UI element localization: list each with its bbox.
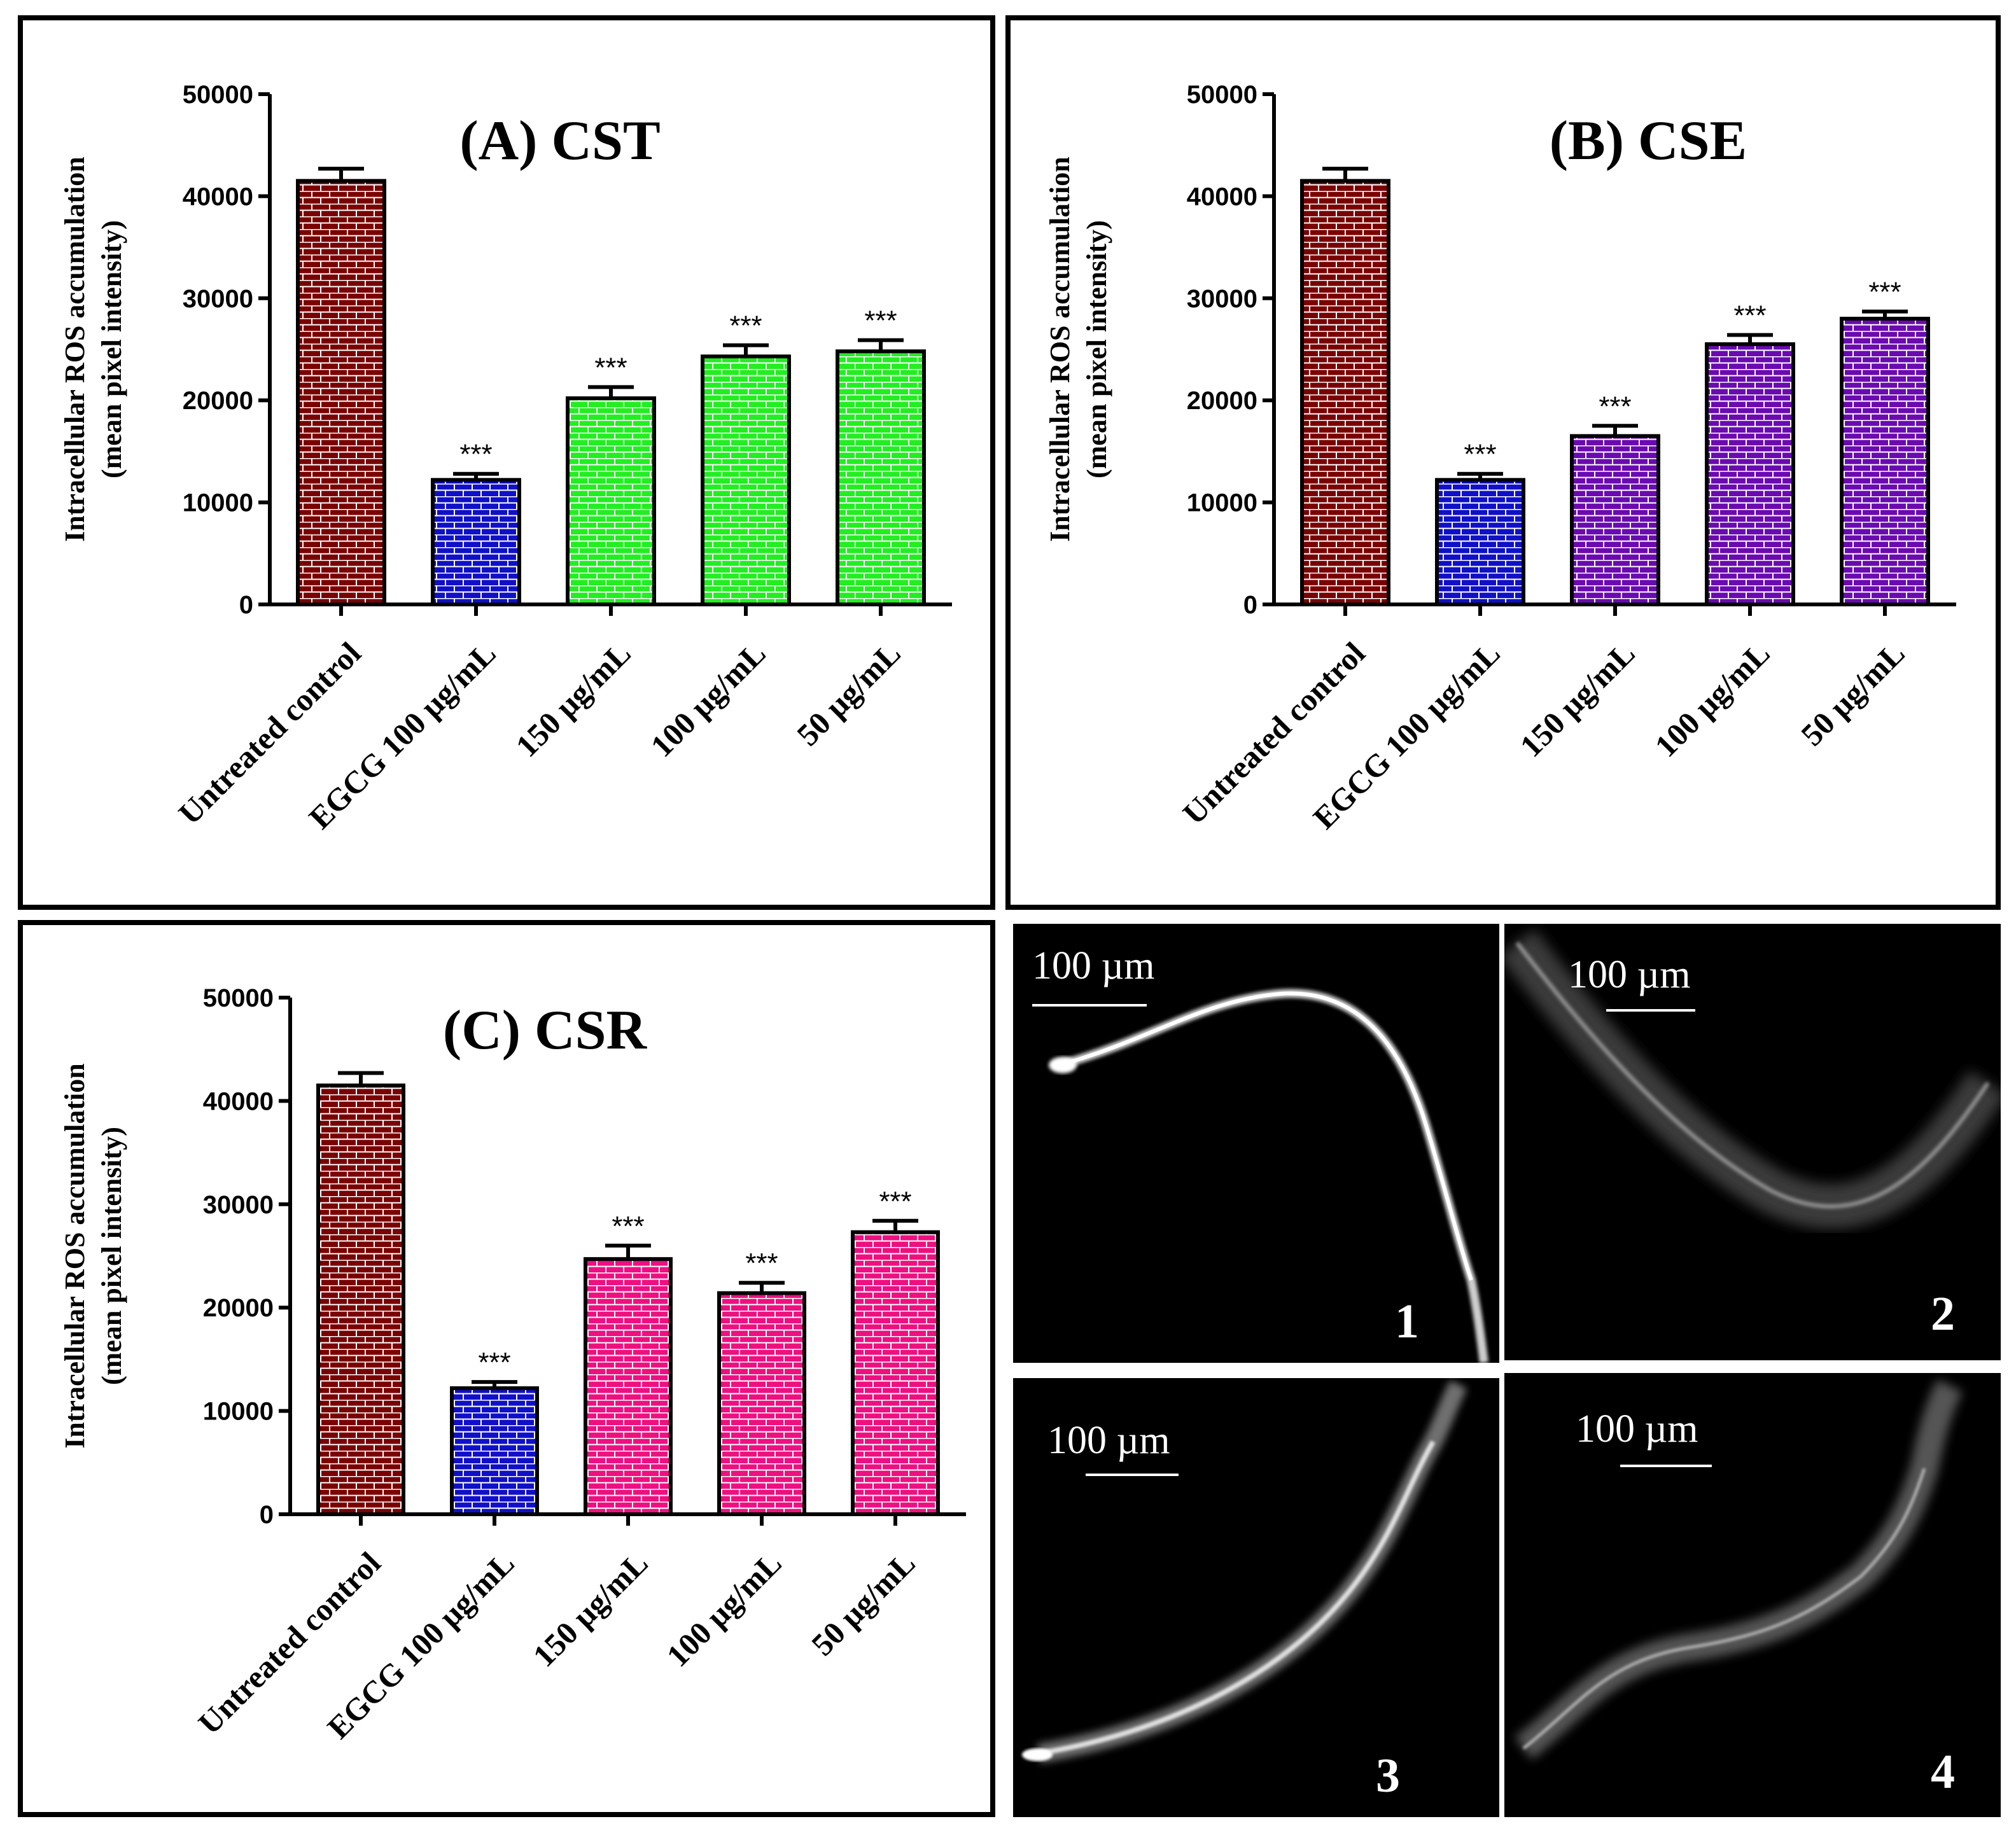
y-axis-label: (mean pixel intensity) xyxy=(96,1127,127,1385)
y-tick-label: 10000 xyxy=(183,489,253,517)
chart-title: (B) CSE xyxy=(1550,110,1747,172)
y-tick-label: 0 xyxy=(239,591,253,619)
significance-marker: *** xyxy=(1733,300,1766,331)
y-axis-label: Intracellular ROS accumulation xyxy=(1044,157,1075,541)
bar-pattern xyxy=(452,1388,537,1514)
significance-marker: *** xyxy=(478,1347,510,1378)
y-axis-label: (mean pixel intensity) xyxy=(96,220,127,478)
bar-pattern xyxy=(1572,436,1658,604)
bar-pattern xyxy=(719,1293,804,1514)
micrograph-2: 100 µm 2 xyxy=(1504,924,2001,1360)
y-tick-label: 30000 xyxy=(203,1191,274,1219)
x-category-label: 50 µg/mL xyxy=(804,1545,922,1662)
worm-image-4: 100 µm 4 xyxy=(1515,1379,1963,1799)
bar-pattern xyxy=(433,480,519,604)
scale-label: 100 µm xyxy=(1568,953,1690,996)
y-tick-label: 20000 xyxy=(203,1294,274,1322)
significance-marker: *** xyxy=(864,305,897,337)
y-axis-label: Intracellular ROS accumulation xyxy=(59,1063,90,1448)
y-tick-label: 20000 xyxy=(183,387,253,415)
y-tick-label: 40000 xyxy=(203,1087,274,1115)
bar-pattern xyxy=(703,356,789,604)
significance-marker: *** xyxy=(1599,391,1631,422)
significance-marker: *** xyxy=(459,439,492,470)
y-tick-label: 40000 xyxy=(183,183,253,211)
x-category-label: 100 µg/mL xyxy=(659,1545,788,1673)
chart-title: (A) CST xyxy=(459,110,660,172)
bar-pattern xyxy=(1842,318,1928,604)
micrograph-1: 100 µm 1 xyxy=(1013,924,1499,1363)
worm-image-1: 100 µm 1 xyxy=(1032,944,1488,1363)
significance-marker: *** xyxy=(594,352,627,383)
micrograph-number: 2 xyxy=(1931,1287,1955,1341)
significance-marker: *** xyxy=(745,1248,778,1279)
y-tick-label: 10000 xyxy=(1187,489,1257,517)
worm-image-2: 100 µm 2 xyxy=(1504,929,2001,1341)
significance-marker: *** xyxy=(612,1211,644,1242)
y-tick-label: 30000 xyxy=(183,285,253,313)
y-axis-label: Intracellular ROS accumulation xyxy=(59,157,90,541)
micrograph-number: 4 xyxy=(1931,1745,1955,1799)
panel-c xyxy=(18,920,995,1817)
significance-marker: *** xyxy=(1464,439,1496,470)
y-tick-label: 0 xyxy=(260,1501,274,1529)
scale-label: 100 µm xyxy=(1047,1419,1170,1462)
y-tick-label: 0 xyxy=(1243,591,1257,619)
bar-pattern xyxy=(318,1085,403,1514)
bar-pattern xyxy=(1707,344,1793,604)
significance-marker: *** xyxy=(879,1186,911,1217)
significance-marker: *** xyxy=(729,310,762,342)
bar-pattern xyxy=(568,398,654,604)
significance-marker: *** xyxy=(1868,277,1901,308)
micrograph-number: 3 xyxy=(1376,1749,1400,1802)
y-tick-label: 50000 xyxy=(1187,81,1257,109)
worm-image-3: 100 µm 3 xyxy=(1022,1380,1467,1802)
y-axis-label: (mean pixel intensity) xyxy=(1081,220,1112,478)
micrograph-4: 100 µm 4 xyxy=(1504,1373,2001,1817)
bar-pattern xyxy=(1437,480,1523,604)
panel-a xyxy=(18,15,995,910)
scale-label: 100 µm xyxy=(1032,944,1154,987)
bar-pattern xyxy=(298,181,384,605)
y-tick-label: 50000 xyxy=(203,984,274,1012)
y-tick-label: 20000 xyxy=(1187,387,1257,415)
y-tick-label: 30000 xyxy=(1187,285,1257,313)
x-category-label: 150 µg/mL xyxy=(526,1545,654,1673)
y-tick-label: 40000 xyxy=(1187,183,1257,211)
bar-pattern xyxy=(853,1232,938,1514)
micrograph-number: 1 xyxy=(1395,1295,1419,1348)
panel-b xyxy=(1005,15,2001,910)
chart-title: (C) CSR xyxy=(443,1000,648,1061)
bar-pattern xyxy=(837,351,924,604)
y-tick-label: 10000 xyxy=(203,1398,274,1426)
y-tick-label: 50000 xyxy=(183,81,253,109)
scale-label: 100 µm xyxy=(1576,1407,1698,1451)
micrograph-3: 100 µm 3 xyxy=(1013,1378,1499,1817)
bar-pattern xyxy=(1302,181,1389,605)
bar-pattern xyxy=(585,1258,671,1514)
